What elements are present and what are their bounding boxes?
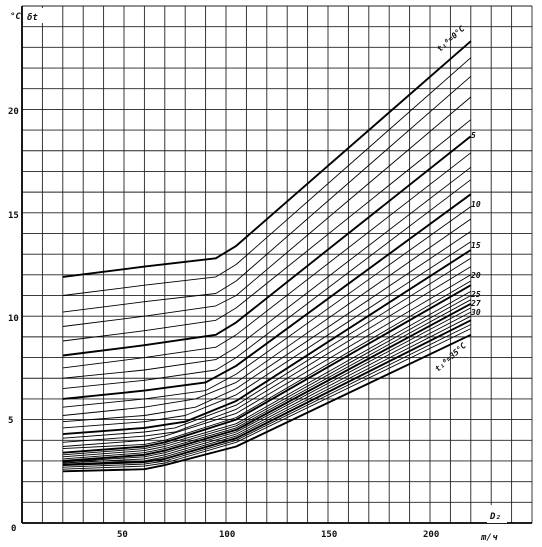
y-tick-15: 15 <box>8 211 19 221</box>
series-line-12 <box>62 231 472 423</box>
x-tick-100: 100 <box>219 530 235 540</box>
series-line-27 <box>62 319 472 467</box>
y-tick-20: 20 <box>8 107 19 117</box>
series-line-23 <box>62 302 472 462</box>
x-label-box <box>487 505 507 523</box>
curve-label-10: 10 <box>471 200 481 209</box>
series-line-6 <box>62 152 472 369</box>
series-line-21 <box>62 295 472 458</box>
series-line-29 <box>62 328 471 470</box>
series-line-5 <box>62 135 472 357</box>
series-line-15 <box>62 257 472 439</box>
x-tick-0: 0 <box>11 524 16 534</box>
series-line-13 <box>62 241 472 429</box>
curve-label-27: 27 <box>470 299 481 308</box>
series-line-1 <box>62 57 472 296</box>
series-line-3 <box>62 96 472 327</box>
curve-label-15: 15 <box>471 241 481 250</box>
axes <box>21 6 532 524</box>
series-line-16 <box>62 266 472 443</box>
series-line-7 <box>62 166 472 379</box>
series-line-30 <box>62 333 472 473</box>
x-tick-150: 150 <box>321 530 337 540</box>
curve-label-25: 25 <box>470 290 481 299</box>
series-line-26 <box>62 315 472 465</box>
series-line-14 <box>62 249 472 436</box>
series-line-17 <box>62 274 472 447</box>
x-tick-50: 50 <box>117 530 128 540</box>
y-tick-10: 10 <box>8 314 19 324</box>
y-tick-5: 5 <box>8 416 13 426</box>
series-line-11 <box>62 218 472 416</box>
x-axis-label: D₂ <box>489 512 501 522</box>
curve-label-20: 20 <box>470 271 481 280</box>
series-line-19 <box>62 284 472 454</box>
series-line-28 <box>62 324 471 468</box>
series-line-25 <box>62 311 472 464</box>
series-line-8 <box>62 179 472 390</box>
y-axis-label: δt <box>27 13 38 23</box>
series-line-4 <box>62 119 472 342</box>
series-line-24 <box>62 307 472 463</box>
grid <box>21 5 533 524</box>
series-group <box>62 40 472 473</box>
x-unit-label: m/ч <box>480 533 498 543</box>
x-tick-200: 200 <box>423 530 439 540</box>
series-line-9 <box>62 193 472 400</box>
series-line-22 <box>62 299 472 460</box>
curve-label-30: 30 <box>470 308 481 317</box>
y-label-box <box>25 8 43 23</box>
series-line-0 <box>62 40 472 278</box>
y-unit-label: °C <box>10 12 21 22</box>
series-line-10 <box>62 206 472 408</box>
curve-label-5: 5 <box>471 131 476 140</box>
series-line-20 <box>62 291 472 456</box>
series-line-2 <box>62 75 472 313</box>
series-line-18 <box>62 280 472 450</box>
